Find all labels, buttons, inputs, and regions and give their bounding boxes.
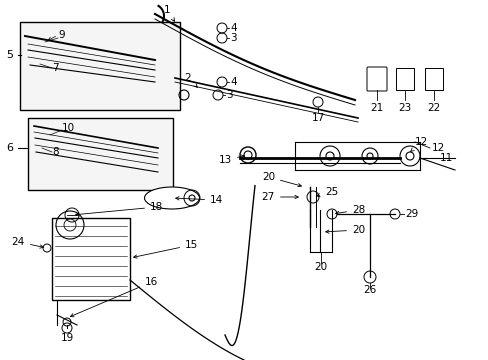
Bar xyxy=(52,218,130,300)
Text: 6: 6 xyxy=(6,143,13,153)
Text: 14: 14 xyxy=(175,195,223,205)
Text: 26: 26 xyxy=(363,285,376,295)
Bar xyxy=(424,68,442,90)
Text: 3: 3 xyxy=(225,90,232,100)
Circle shape xyxy=(366,153,372,159)
Text: 19: 19 xyxy=(60,333,74,343)
Text: 3: 3 xyxy=(229,33,236,43)
Circle shape xyxy=(405,152,413,160)
FancyBboxPatch shape xyxy=(366,67,386,91)
Text: 2: 2 xyxy=(184,73,197,87)
Circle shape xyxy=(189,195,195,201)
Text: 29: 29 xyxy=(404,209,417,219)
Text: 12: 12 xyxy=(431,143,445,153)
Text: 8: 8 xyxy=(52,147,59,157)
Ellipse shape xyxy=(144,187,199,209)
Text: 23: 23 xyxy=(398,103,411,113)
Text: 15: 15 xyxy=(133,240,198,258)
Bar xyxy=(395,68,413,90)
Text: 28: 28 xyxy=(335,205,365,215)
Text: 4: 4 xyxy=(229,23,236,33)
Text: 4: 4 xyxy=(229,77,236,87)
Text: 11: 11 xyxy=(439,153,452,163)
Text: 5: 5 xyxy=(6,50,13,60)
Text: 18: 18 xyxy=(76,202,163,216)
Text: 24: 24 xyxy=(12,237,43,248)
Bar xyxy=(20,22,180,110)
Text: 20: 20 xyxy=(314,262,327,272)
Text: 10: 10 xyxy=(62,123,75,133)
Text: 12: 12 xyxy=(409,137,427,152)
Text: 7: 7 xyxy=(52,63,59,73)
Text: 20: 20 xyxy=(262,172,301,187)
Bar xyxy=(28,118,173,190)
Text: 22: 22 xyxy=(427,103,440,113)
Circle shape xyxy=(325,152,333,160)
Text: 17: 17 xyxy=(311,113,324,123)
Text: 16: 16 xyxy=(70,277,158,317)
Text: 20: 20 xyxy=(325,225,365,235)
Text: 1: 1 xyxy=(163,5,174,21)
Text: 13: 13 xyxy=(218,155,244,165)
Text: 9: 9 xyxy=(58,30,64,40)
Circle shape xyxy=(244,151,251,159)
Text: 25: 25 xyxy=(316,187,338,197)
Text: 27: 27 xyxy=(261,192,298,202)
Text: 21: 21 xyxy=(369,103,383,113)
